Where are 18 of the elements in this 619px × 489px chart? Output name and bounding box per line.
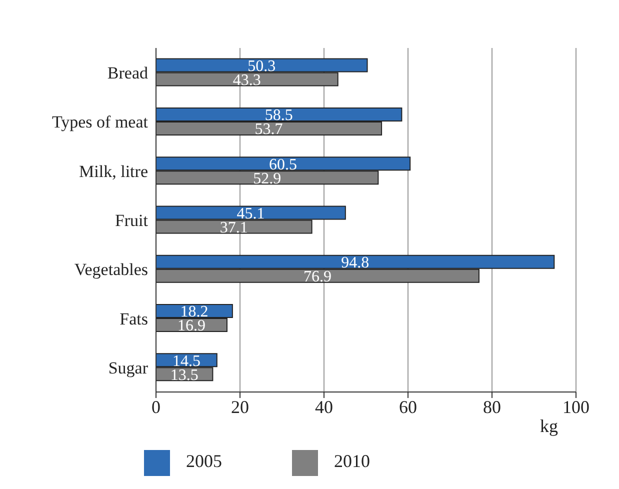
y-tick-label: Sugar <box>108 358 148 378</box>
x-tick-label: 100 <box>562 396 590 417</box>
data-label: 76.9 <box>303 268 332 286</box>
x-tick-label: 40 <box>315 396 333 417</box>
y-tick-label: Types of meat <box>52 112 148 132</box>
y-tick-label: Fats <box>120 309 148 328</box>
data-label: 94.8 <box>341 254 370 272</box>
x-tick-label: 0 <box>152 396 160 417</box>
y-tick-label: Milk, litre <box>79 162 148 181</box>
y-tick-label: Fruit <box>114 211 148 230</box>
legend-label: 2005 <box>186 450 222 471</box>
y-tick-label: Vegetables <box>74 260 148 280</box>
x-tick-label: 60 <box>399 396 417 417</box>
legend-label: 2010 <box>334 450 370 471</box>
x-axis-title: kg <box>540 416 558 436</box>
x-tick-label: 80 <box>483 396 501 417</box>
y-tick-label: Bread <box>107 64 148 83</box>
x-tick-label: 20 <box>231 396 249 417</box>
